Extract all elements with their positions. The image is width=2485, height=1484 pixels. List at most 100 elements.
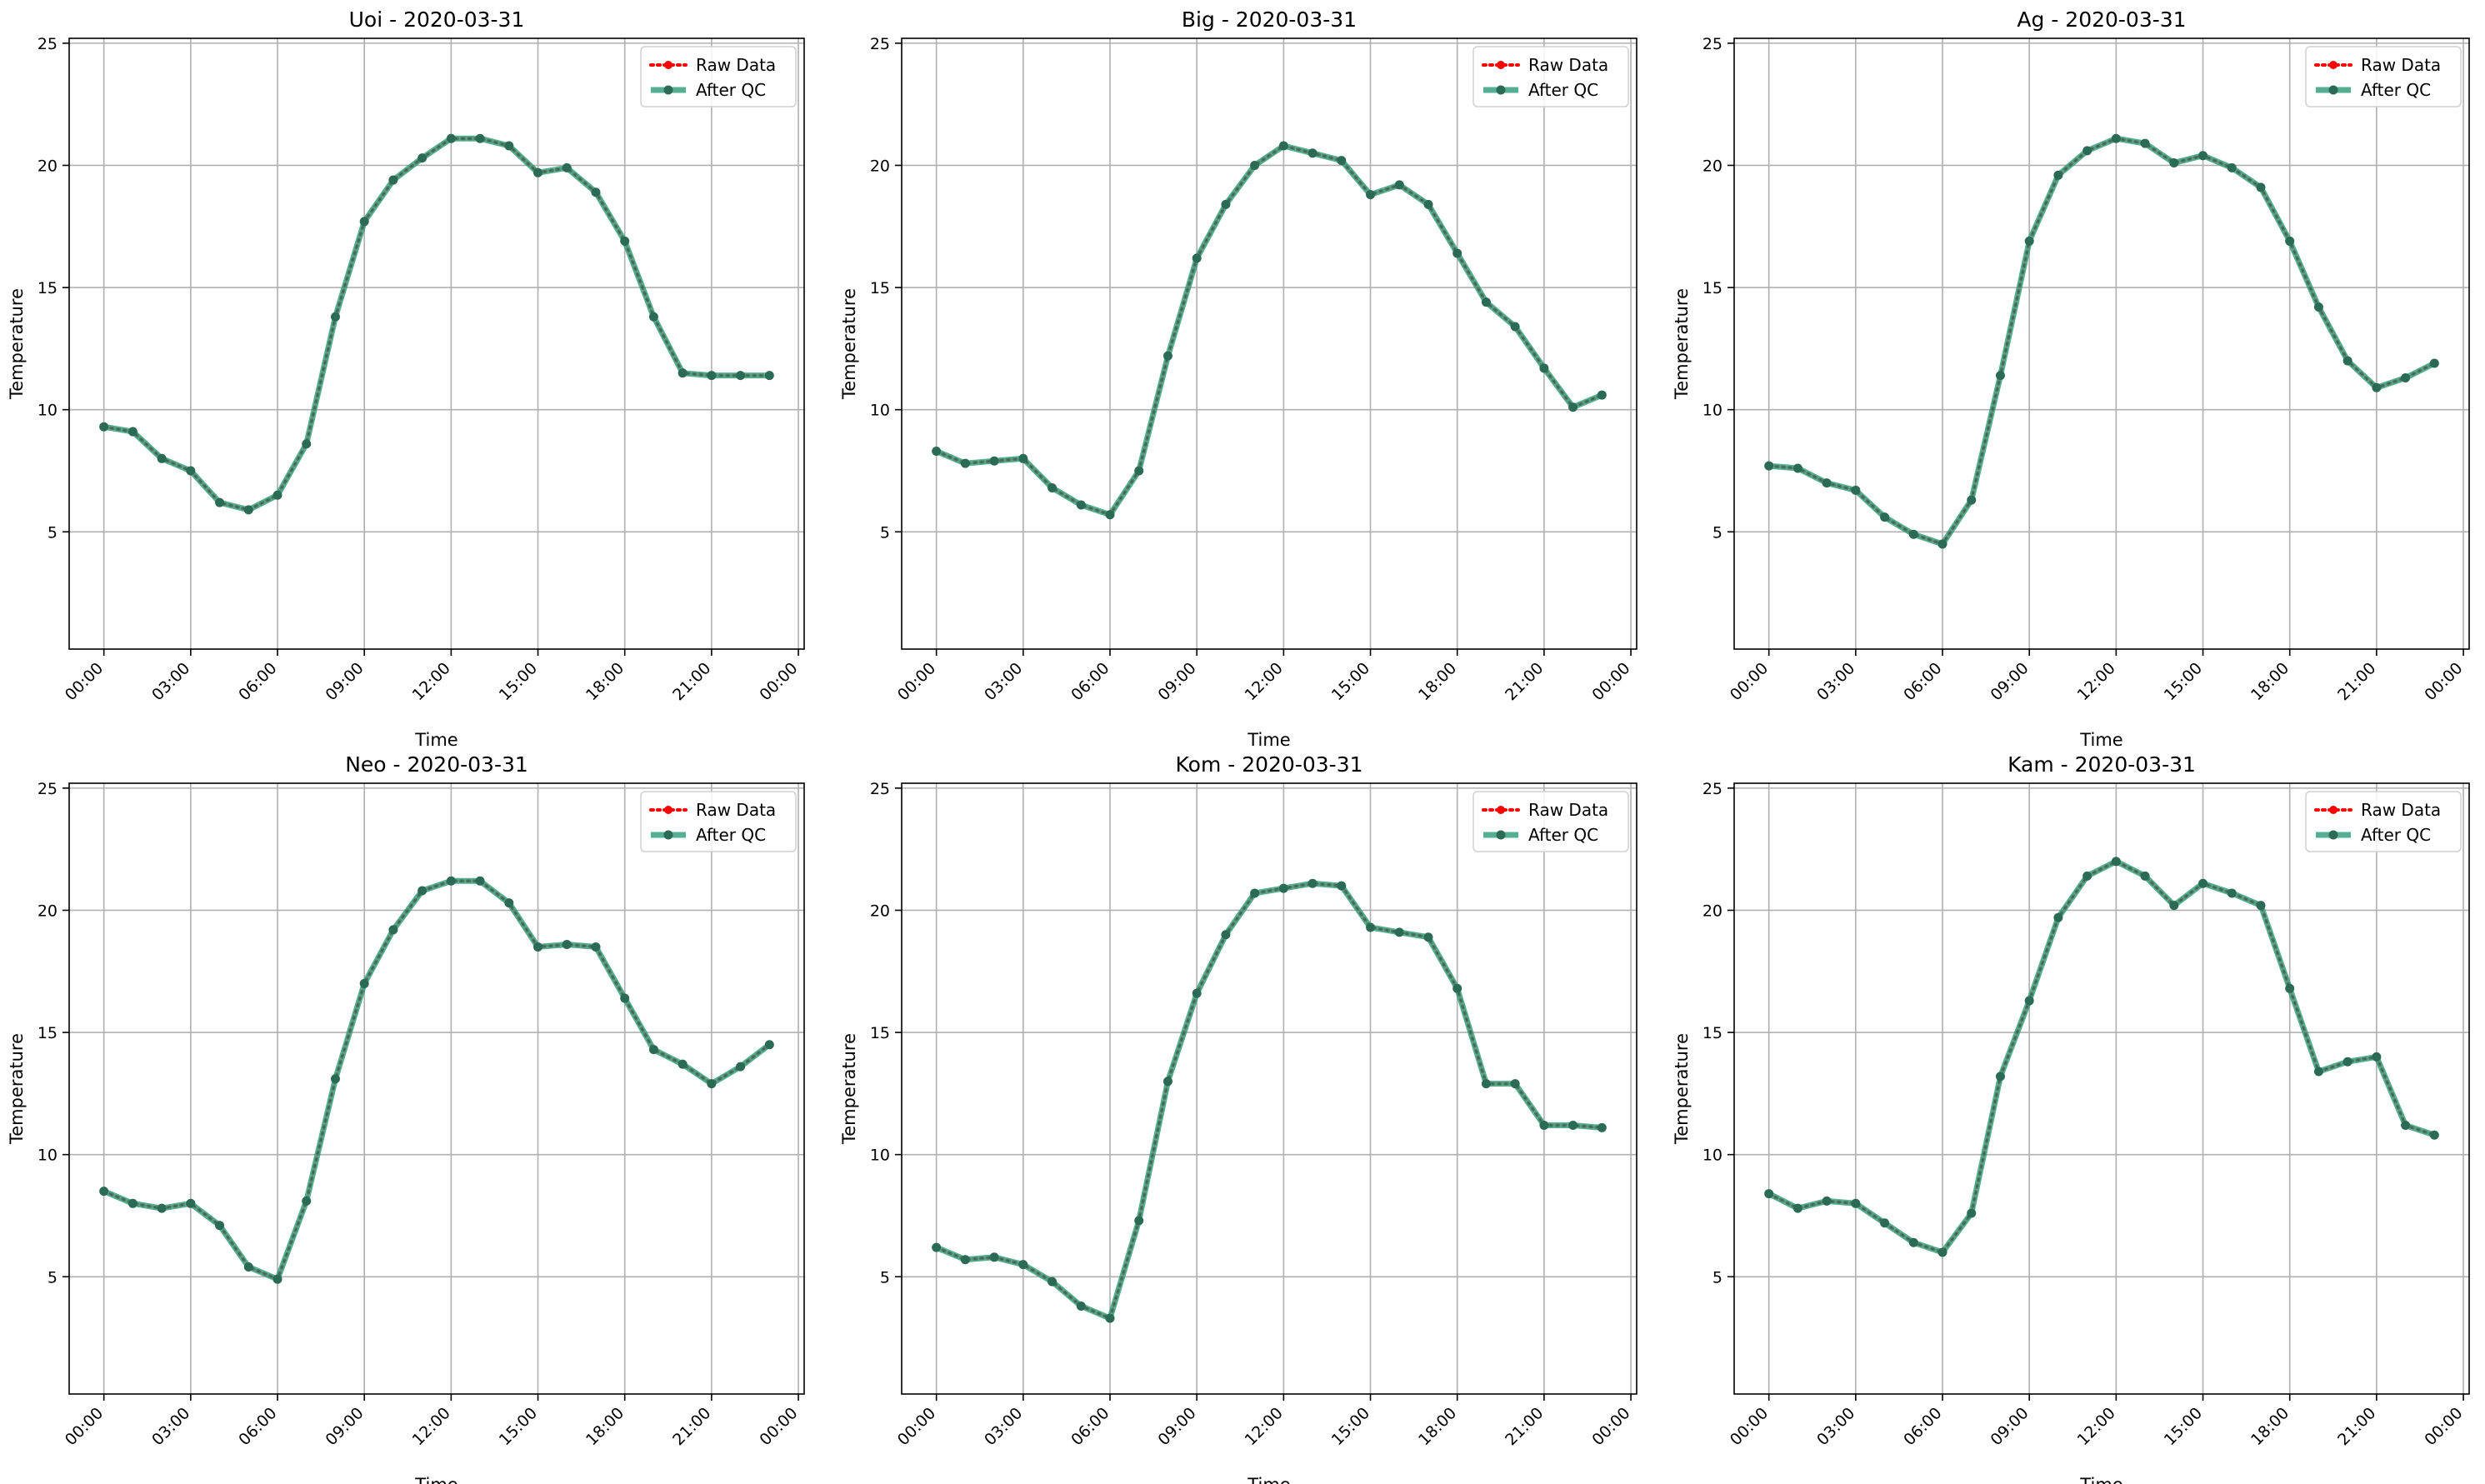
y-tick-label: 15 bbox=[38, 279, 58, 297]
x-axis-label: Time bbox=[2079, 730, 2122, 750]
subplot-2: 00:00 03:00 06:00 09:00 12:00 15:00 18:00 21:00… bbox=[839, 7, 1638, 750]
x-tick-label: 03:00 bbox=[1813, 1404, 1858, 1449]
data-point-qc bbox=[1162, 351, 1172, 361]
data-point-qc bbox=[128, 427, 138, 437]
y-tick-label: 25 bbox=[38, 35, 58, 53]
data-point-qc bbox=[932, 447, 942, 457]
legend: Raw Data After QC bbox=[640, 46, 797, 107]
data-point-qc bbox=[989, 1252, 999, 1262]
x-tick-label: 15:00 bbox=[2161, 1404, 2206, 1449]
series-line-raw-data bbox=[102, 137, 772, 512]
y-tick-label: 15 bbox=[1702, 279, 1722, 297]
data-point-qc bbox=[128, 1198, 138, 1208]
series-line-after-qc bbox=[1768, 135, 2436, 547]
x-tick-label: 00:00 bbox=[1588, 659, 1633, 704]
data-point-qc bbox=[1568, 402, 1578, 412]
data-point-qc bbox=[2313, 302, 2323, 312]
data-point-qc bbox=[1539, 363, 1549, 373]
data-point-qc bbox=[418, 153, 428, 163]
legend: Raw Data After QC bbox=[2305, 46, 2462, 107]
data-point-qc bbox=[1308, 878, 1318, 888]
data-point-qc bbox=[215, 497, 225, 507]
data-point-qc bbox=[418, 886, 428, 896]
data-point-qc bbox=[1481, 1079, 1491, 1089]
legend-label-after-qc: After QC bbox=[2361, 80, 2431, 100]
data-point-qc bbox=[1597, 390, 1607, 400]
data-point-qc bbox=[504, 141, 514, 151]
legend-label-after-qc: After QC bbox=[696, 825, 766, 845]
series-line-raw-data bbox=[934, 143, 1604, 517]
data-point-qc bbox=[2429, 1130, 2439, 1140]
chart-title: Uoi - 2020-03-31 bbox=[349, 7, 525, 32]
data-point-qc bbox=[2024, 236, 2034, 246]
data-point-qc bbox=[1018, 1260, 1028, 1270]
x-tick-label: 00:00 bbox=[62, 659, 107, 704]
data-point-qc bbox=[1394, 927, 1404, 937]
legend-marker-after-qc bbox=[1496, 85, 1506, 95]
legend-marker-after-qc bbox=[1496, 830, 1506, 840]
series-line-overlay bbox=[1768, 860, 2435, 1254]
data-point-qc bbox=[215, 1221, 225, 1231]
data-point-qc bbox=[1308, 148, 1318, 158]
y-tick-label: 20 bbox=[870, 902, 890, 920]
x-tick-label: 21:00 bbox=[2334, 1404, 2379, 1449]
data-point-qc bbox=[2053, 170, 2063, 180]
data-point-qc bbox=[1366, 922, 1376, 932]
data-point-qc bbox=[1423, 932, 1433, 942]
data-point-qc bbox=[1822, 478, 1832, 488]
y-tick-label: 10 bbox=[1702, 402, 1722, 420]
legend-label-raw-data: Raw Data bbox=[696, 55, 776, 75]
data-point-qc bbox=[2140, 138, 2150, 148]
x-tick-label: 15:00 bbox=[496, 1404, 541, 1449]
data-point-qc bbox=[1792, 463, 1802, 473]
data-point-qc bbox=[1597, 1122, 1607, 1132]
data-point-qc bbox=[562, 162, 572, 172]
x-tick-label: 12:00 bbox=[1242, 1404, 1287, 1449]
series-line-overlay bbox=[936, 144, 1602, 517]
x-tick-label: 03:00 bbox=[981, 659, 1026, 704]
x-tick-label: 21:00 bbox=[2334, 659, 2379, 704]
data-point-qc bbox=[2169, 158, 2179, 168]
data-point-qc bbox=[989, 456, 999, 466]
data-point-qc bbox=[1337, 156, 1347, 166]
data-point-qc bbox=[960, 1255, 970, 1265]
data-point-qc bbox=[932, 1242, 942, 1252]
x-tick-label: 00:00 bbox=[2421, 1404, 2466, 1449]
data-point-qc bbox=[1250, 888, 1260, 898]
x-tick-label: 06:00 bbox=[235, 659, 280, 704]
data-point-qc bbox=[2024, 996, 2034, 1006]
y-axis-label: Temperature bbox=[7, 1033, 27, 1145]
x-tick-label: 00:00 bbox=[62, 1404, 107, 1449]
y-axis-label: Temperature bbox=[1672, 1033, 1692, 1145]
x-axis-label: Time bbox=[1247, 730, 1290, 750]
data-point-qc bbox=[1822, 1196, 1832, 1206]
data-point-qc bbox=[2198, 151, 2208, 161]
x-tick-label: 06:00 bbox=[1068, 1404, 1112, 1449]
y-tick-label: 5 bbox=[880, 523, 890, 542]
data-point-qc bbox=[2372, 382, 2382, 392]
y-tick-label: 20 bbox=[1702, 157, 1722, 175]
data-point-qc bbox=[1018, 453, 1028, 463]
x-tick-label: 18:00 bbox=[1415, 1404, 1460, 1449]
data-point-qc bbox=[1880, 1218, 1890, 1228]
x-tick-label: 12:00 bbox=[409, 1404, 454, 1449]
y-tick-label: 10 bbox=[870, 402, 890, 420]
legend: Raw Data After QC bbox=[640, 791, 797, 852]
series-line-raw-data bbox=[102, 879, 772, 1282]
data-point-qc bbox=[330, 1074, 340, 1084]
y-tick-label: 25 bbox=[1702, 780, 1722, 798]
subplot-3: 00:00 03:00 06:00 09:00 12:00 15:00 18:00 21:00… bbox=[1672, 7, 2470, 750]
data-point-qc bbox=[2169, 901, 2179, 911]
x-tick-label: 09:00 bbox=[1987, 659, 2032, 704]
series-line-after-qc bbox=[1768, 858, 2436, 1256]
y-tick-label: 5 bbox=[48, 1268, 58, 1287]
y-tick-label: 20 bbox=[38, 902, 58, 920]
data-point-qc bbox=[1851, 1198, 1861, 1208]
data-point-qc bbox=[736, 371, 746, 381]
data-point-qc bbox=[1452, 248, 1462, 258]
series-line-overlay bbox=[103, 880, 771, 1281]
data-point-qc bbox=[764, 1040, 774, 1050]
legend: Raw Data After QC bbox=[1472, 791, 1629, 852]
data-point-qc bbox=[1221, 930, 1231, 940]
x-tick-label: 03:00 bbox=[148, 1404, 193, 1449]
